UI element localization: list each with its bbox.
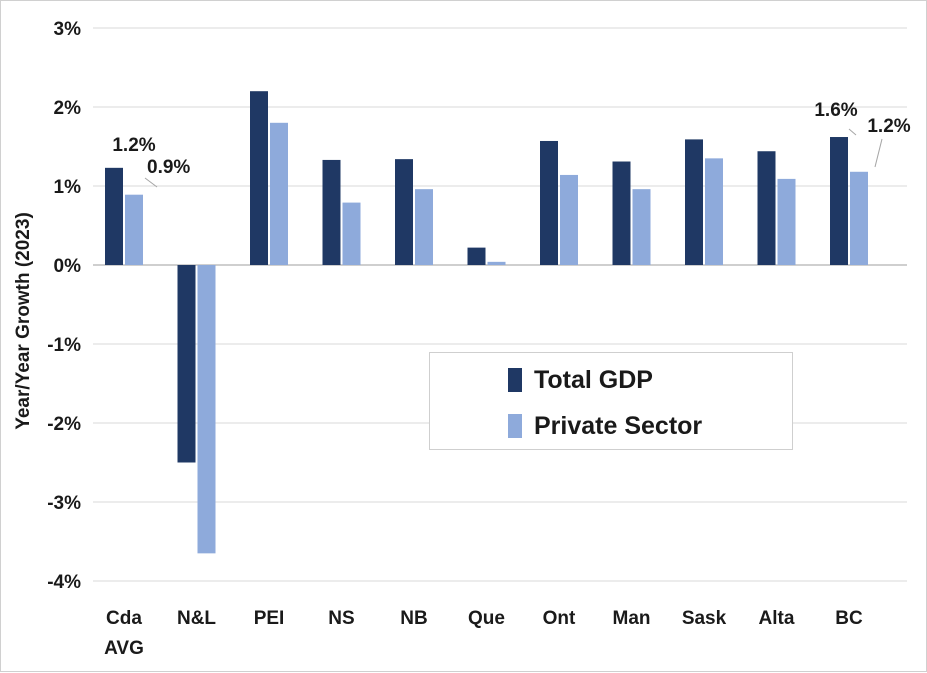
x-tick-label: Sask [682,608,727,629]
y-tick-label: -4% [47,572,81,593]
y-axis-title: Year/Year Growth (2023) [13,212,34,430]
data-label: 1.2% [867,116,910,137]
x-tick-label: Man [613,608,651,629]
legend-swatch-total-gdp [508,368,522,392]
bar-total-gdp [685,139,703,265]
bar-private-sector [342,202,361,265]
bar-private-sector [487,261,506,265]
y-tick-label: -1% [47,335,81,356]
legend: Total GDP Private Sector [429,352,793,450]
legend-swatch-private-sector [508,414,522,438]
bar-private-sector [632,189,651,265]
bar-total-gdp [612,161,631,265]
bar-total-gdp [250,91,268,265]
x-tick-label: Ont [543,608,576,629]
bar-private-sector [560,174,578,265]
bar-total-gdp [322,159,341,265]
y-tick-label: 2% [54,98,82,119]
bar-private-sector [197,265,216,554]
x-tick-label: AVG [104,638,144,659]
x-tick-label: Alta [759,608,795,629]
bar-private-sector [777,178,796,265]
x-tick-label: NB [400,608,427,629]
x-tick-label: Que [468,608,505,629]
bars [105,91,868,554]
legend-label-total-gdp: Total GDP [534,365,653,394]
y-tick-label: 1% [54,177,82,198]
x-tick-label: PEI [254,608,285,629]
bar-total-gdp [830,137,848,265]
legend-label-private-sector: Private Sector [534,411,703,440]
bar-total-gdp [540,140,558,265]
legend-item-total-gdp: Total GDP [508,365,653,395]
labels: 3% 2% 1% 0% -1% -2% -3% -4% Cda AVG N&L PEI NS NB Que O… [47,19,911,659]
data-label-leader [874,138,883,168]
bar-private-sector [270,122,288,265]
bar-total-gdp [757,151,776,265]
bar-private-sector [415,189,433,265]
data-label: 1.2% [112,135,155,156]
bar-private-sector [125,194,143,265]
bar-private-sector [705,158,723,265]
x-tick-label: Cda [106,608,142,629]
data-label: 1.6% [814,100,857,121]
x-tick-label: NS [328,608,354,629]
y-tick-label: -2% [47,414,81,435]
y-tick-label: 0% [54,256,82,277]
data-label-leader [848,128,857,136]
data-label: 0.9% [147,157,190,178]
bar-total-gdp [467,247,486,265]
bar-total-gdp [105,167,123,265]
x-tick-label: BC [835,608,863,629]
data-label-leader [144,177,158,188]
y-tick-label: 3% [54,19,82,40]
bar-total-gdp [177,265,196,463]
bar-total-gdp [395,159,413,265]
legend-item-private-sector: Private Sector [508,411,702,441]
y-tick-label: -3% [47,493,81,514]
x-tick-label: N&L [177,608,216,629]
bar-private-sector [850,171,868,265]
